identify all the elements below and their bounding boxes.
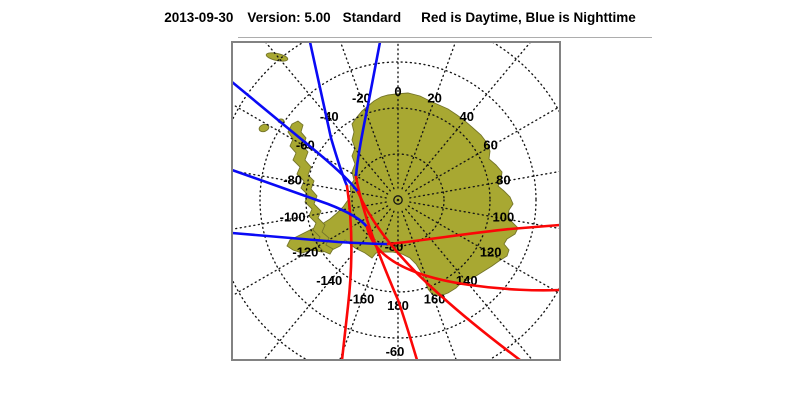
- meridian-line: [401, 210, 457, 360]
- meridian-line: [339, 210, 395, 360]
- daytime-track: [386, 223, 560, 246]
- nighttime-track: [308, 42, 349, 188]
- nighttime-track: [232, 231, 390, 246]
- meridian-line: [264, 42, 391, 192]
- antarctic-peninsula: [287, 120, 334, 255]
- title-underline: [238, 37, 652, 38]
- meridian-line: [232, 205, 389, 297]
- longitude-label: -60: [296, 138, 315, 153]
- plot-frame: [231, 41, 561, 361]
- meridian-line: [405, 42, 532, 192]
- title-mode: Standard: [342, 10, 402, 25]
- longitude-label: 180: [387, 298, 409, 313]
- south-pole-marker: [393, 195, 403, 205]
- orbit-tracks: [232, 42, 560, 360]
- meridian-line: [409, 201, 560, 230]
- longitude-label: -160: [348, 292, 374, 307]
- longitude-label: 160: [424, 292, 446, 307]
- daytime-track: [340, 184, 353, 360]
- plot-title: 2013-09-30 Version: 5.00 Standard Red is…: [0, 10, 800, 25]
- longitude-label: 0: [394, 84, 401, 99]
- title-legend: Red is Daytime, Blue is Nighttime: [421, 10, 636, 25]
- longitude-label: -120: [292, 245, 318, 260]
- daytime-track: [354, 175, 419, 360]
- antarctica-mainland: [286, 92, 519, 297]
- meridian-line: [407, 205, 560, 295]
- daytime-track: [356, 190, 522, 360]
- island: [265, 52, 289, 62]
- longitude-label: -140: [316, 273, 342, 288]
- longitude-label: 20: [427, 90, 441, 105]
- title-date: 2013-09-30: [164, 10, 234, 25]
- latitude-label: -60: [386, 344, 405, 359]
- longitude-label: 60: [483, 138, 497, 153]
- latitude-circle: [305, 107, 491, 293]
- nighttime-track: [232, 168, 369, 229]
- daytime-track: [365, 225, 560, 292]
- meridian-line: [401, 42, 457, 190]
- meridian-line: [407, 105, 560, 195]
- longitude-label: 120: [480, 245, 502, 260]
- latitude-circle: [351, 153, 445, 247]
- meridian-line: [232, 170, 387, 199]
- longitude-label: 100: [493, 210, 515, 225]
- meridian-line: [262, 208, 391, 360]
- latitude-circle: [259, 61, 537, 339]
- island: [258, 123, 270, 133]
- longitude-label: 80: [496, 172, 510, 187]
- nighttime-track: [232, 80, 360, 194]
- meridian-line: [339, 42, 395, 190]
- longitude-label: -40: [320, 109, 339, 124]
- meridian-line: [405, 208, 534, 360]
- meridian-line: [409, 170, 560, 199]
- nighttime-track: [354, 42, 382, 179]
- south-pole-dot: [396, 198, 400, 202]
- plot-area: 0 20406080100120140160180-160-140-120-100…: [232, 42, 560, 360]
- longitude-label: -20: [352, 90, 371, 105]
- longitude-label: -80: [283, 172, 302, 187]
- longitude-label: -100: [280, 210, 306, 225]
- longitude-label: 40: [460, 109, 474, 124]
- title-version: Version: 5.00: [247, 10, 331, 25]
